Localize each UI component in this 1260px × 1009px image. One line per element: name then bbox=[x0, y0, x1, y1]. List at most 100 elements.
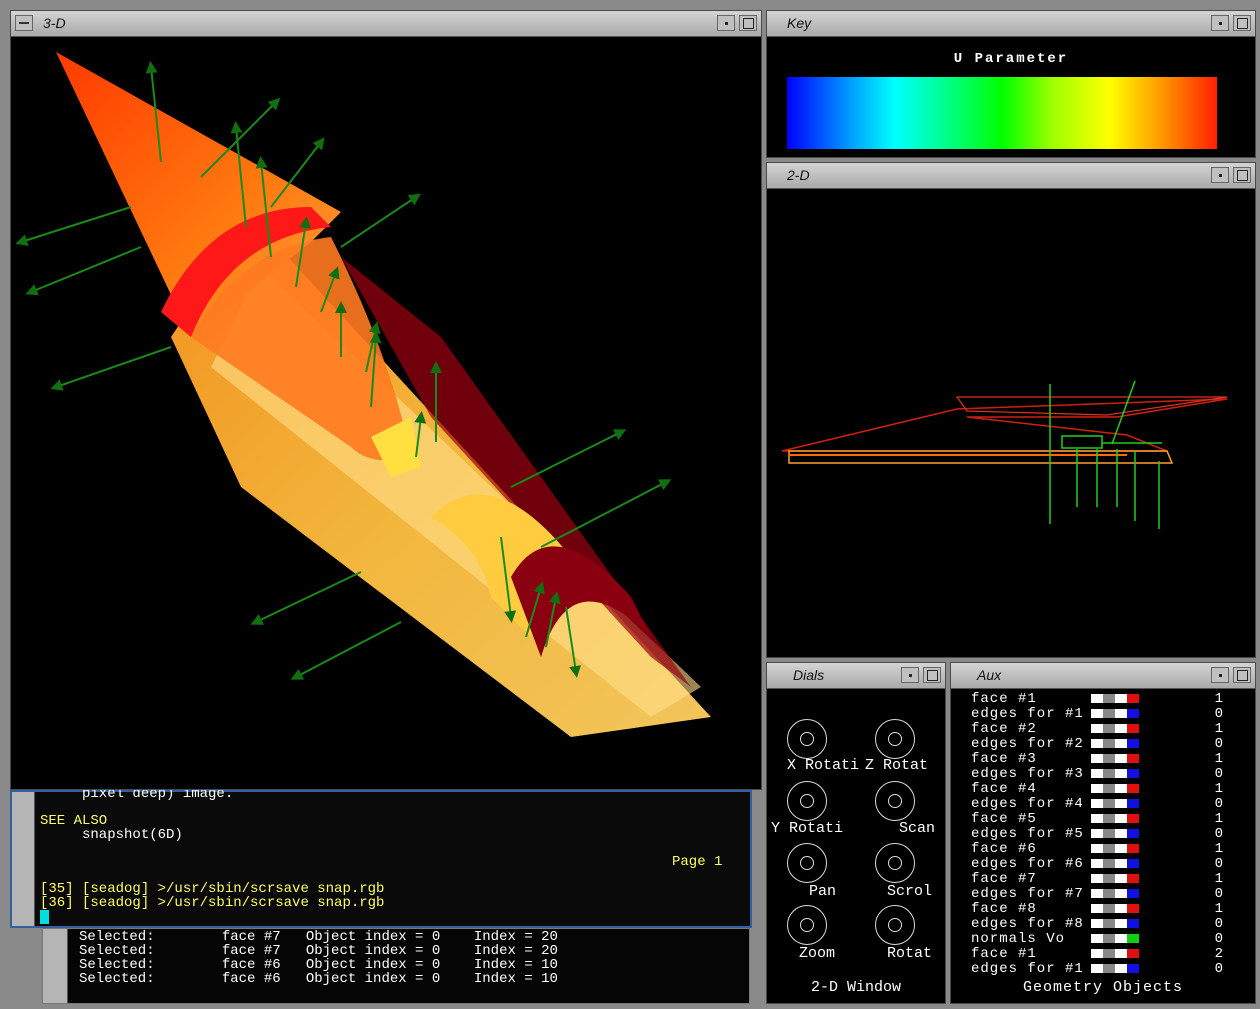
dial-label: Y Rotati bbox=[771, 820, 844, 837]
maximize-button[interactable] bbox=[1233, 667, 1251, 683]
two-d-window[interactable]: 2-D bbox=[766, 162, 1256, 658]
aux-row-value: 1 bbox=[1214, 871, 1223, 887]
aux-row-value: 1 bbox=[1214, 901, 1223, 917]
log-scrollbar[interactable] bbox=[43, 929, 68, 1003]
aux-row-label: face #1 bbox=[971, 946, 1037, 962]
dial-knob[interactable] bbox=[875, 905, 915, 945]
aux-row-value: 0 bbox=[1214, 826, 1223, 842]
dials-window[interactable]: Dials X Rotati Z Rotat Y Rotati Scan Pan… bbox=[766, 662, 946, 1004]
aux-row-label: edges for #1 bbox=[971, 961, 1084, 977]
minimize-button[interactable] bbox=[1211, 667, 1229, 683]
minimize-button[interactable] bbox=[1211, 167, 1229, 183]
key-window[interactable]: Key U Parameter bbox=[766, 10, 1256, 158]
dial-label: Z Rotat bbox=[865, 757, 929, 774]
two-d-titlebar[interactable]: 2-D bbox=[767, 163, 1255, 189]
two-d-viewport[interactable] bbox=[767, 189, 1255, 657]
terminal-line: SEE ALSO bbox=[40, 813, 108, 829]
aux-row-label: edges for #3 bbox=[971, 766, 1084, 782]
color-scale-bar bbox=[787, 77, 1217, 149]
three-d-window[interactable]: 3-D bbox=[10, 10, 762, 790]
dial-knob[interactable] bbox=[875, 719, 915, 759]
aux-row-label: edges for #2 bbox=[971, 736, 1084, 752]
aux-row-value: 0 bbox=[1214, 961, 1223, 977]
terminal-line: pixel deep) image. bbox=[40, 786, 234, 802]
dial-knob[interactable] bbox=[787, 719, 827, 759]
log-line: Selected: face #7 Object index = 0 Index… bbox=[79, 943, 558, 959]
aux-titlebar[interactable]: Aux bbox=[951, 663, 1255, 689]
normal-vectors bbox=[15, 61, 672, 680]
aux-row-label: edges for #1 bbox=[971, 706, 1084, 722]
aux-row-label: edges for #5 bbox=[971, 826, 1084, 842]
terminal-line: snapshot(6D) bbox=[40, 827, 183, 843]
color-key-label: U Parameter bbox=[953, 51, 1069, 67]
terminal-window: pixel deep) image. SEE ALSO snapshot(6D)… bbox=[10, 786, 752, 928]
log-line: Selected: face #6 Object index = 0 Index… bbox=[79, 957, 558, 973]
aux-row-label: edges for #8 bbox=[971, 916, 1084, 932]
aux-row-label: edges for #7 bbox=[971, 886, 1084, 902]
dial-knob[interactable] bbox=[787, 905, 827, 945]
window-title: Dials bbox=[793, 667, 825, 683]
aux-row-label: face #5 bbox=[971, 811, 1037, 827]
minimize-button[interactable] bbox=[1211, 15, 1229, 31]
key-titlebar[interactable]: Key bbox=[767, 11, 1255, 37]
aux-row-value: 1 bbox=[1214, 721, 1223, 737]
dial-label: Scrol bbox=[887, 883, 933, 900]
aux-row-value: 0 bbox=[1214, 886, 1223, 902]
aux-row-value: 2 bbox=[1214, 946, 1223, 962]
dials-footer: 2-D Window bbox=[810, 979, 901, 996]
aux-row-label: edges for #6 bbox=[971, 856, 1084, 872]
terminal-line: [35] [seadog] >/usr/sbin/scrsave snap.rg… bbox=[40, 881, 385, 897]
aux-row-value: 0 bbox=[1214, 706, 1223, 722]
three-d-titlebar[interactable]: 3-D bbox=[11, 11, 761, 37]
aux-row-value: 1 bbox=[1214, 691, 1223, 707]
maximize-button[interactable] bbox=[1233, 15, 1251, 31]
aux-row-value: 0 bbox=[1214, 931, 1223, 947]
log-line: Selected: face #6 Object index = 0 Index… bbox=[79, 971, 558, 987]
dial-knob[interactable] bbox=[875, 843, 915, 883]
aux-row-label: face #3 bbox=[971, 751, 1037, 767]
dial-knob[interactable] bbox=[875, 781, 915, 821]
window-title: Aux bbox=[977, 667, 1002, 683]
dial-label: Pan bbox=[809, 883, 837, 900]
aux-row-value: 0 bbox=[1214, 766, 1223, 782]
aux-row-value: 0 bbox=[1214, 916, 1223, 932]
log-line: Selected: face #7 Object index = 0 Index… bbox=[79, 929, 558, 945]
three-d-viewport[interactable] bbox=[11, 37, 761, 789]
aux-row-label: face #2 bbox=[971, 721, 1037, 737]
terminal-cursor bbox=[40, 910, 49, 924]
geometry-model bbox=[56, 52, 711, 737]
aux-footer: Geometry Objects bbox=[1022, 979, 1184, 996]
terminal-page: Page 1 bbox=[672, 854, 723, 870]
two-d-projection bbox=[781, 380, 1228, 529]
aux-row-label: face #6 bbox=[971, 841, 1037, 857]
aux-row-label: edges for #4 bbox=[971, 796, 1084, 812]
dial-label: X Rotati bbox=[787, 757, 860, 774]
aux-row-label: face #4 bbox=[971, 781, 1037, 797]
window-title: 3-D bbox=[43, 15, 66, 31]
aux-row-value: 0 bbox=[1214, 736, 1223, 752]
aux-row-value: 1 bbox=[1214, 781, 1223, 797]
terminal-scrollbar[interactable] bbox=[12, 792, 35, 926]
aux-row-label: face #7 bbox=[971, 871, 1037, 887]
terminal-line: [36] [seadog] >/usr/sbin/scrsave snap.rg… bbox=[40, 895, 385, 911]
maximize-button[interactable] bbox=[923, 667, 941, 683]
aux-window[interactable]: Aux face #1 1 edges for #1 0 face #2 1 e… bbox=[950, 662, 1256, 1004]
window-menu-button[interactable] bbox=[15, 15, 33, 31]
aux-row-label: face #8 bbox=[971, 901, 1037, 917]
aux-row-value: 1 bbox=[1214, 751, 1223, 767]
minimize-button[interactable] bbox=[901, 667, 919, 683]
dials-titlebar[interactable]: Dials bbox=[767, 663, 945, 689]
dial-label: Zoom bbox=[799, 945, 836, 962]
window-title: Key bbox=[787, 15, 812, 31]
dial-label: Scan bbox=[899, 820, 936, 837]
dial-knob[interactable] bbox=[787, 843, 827, 883]
dial-knob[interactable] bbox=[787, 781, 827, 821]
window-title: 2-D bbox=[787, 167, 810, 183]
maximize-button[interactable] bbox=[739, 15, 757, 31]
maximize-button[interactable] bbox=[1233, 167, 1251, 183]
aux-row-value: 1 bbox=[1214, 811, 1223, 827]
aux-row-value: 1 bbox=[1214, 841, 1223, 857]
minimize-button[interactable] bbox=[717, 15, 735, 31]
aux-row-label: face #1 bbox=[971, 691, 1037, 707]
aux-row-value: 0 bbox=[1214, 796, 1223, 812]
